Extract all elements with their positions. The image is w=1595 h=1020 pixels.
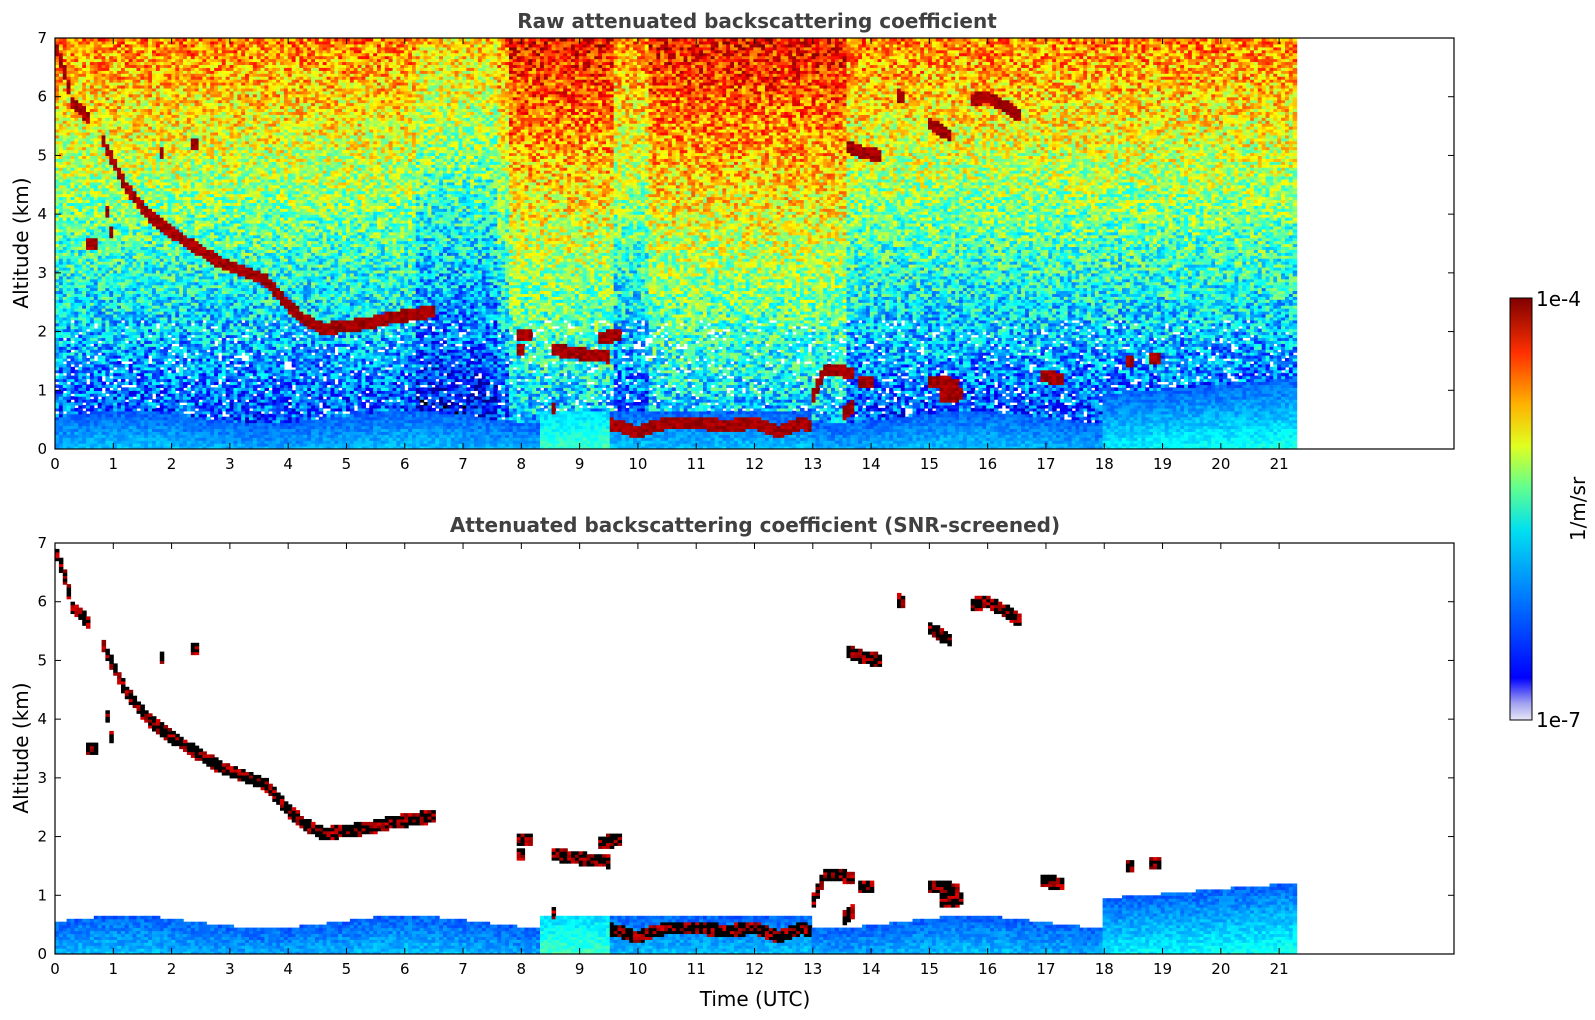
heatmap-cell <box>74 337 78 341</box>
panel-raw: Raw attenuated backscattering coefficien… <box>9 9 1454 473</box>
heatmap-cell <box>67 384 71 388</box>
heatmap-cell <box>55 414 59 418</box>
heatmap-cell <box>67 361 71 365</box>
heatmap-cell <box>71 323 75 327</box>
heatmap-cell <box>71 402 75 406</box>
figure: Raw attenuated backscattering coefficien… <box>0 0 1595 1020</box>
heatmap-cell <box>55 376 59 380</box>
heatmap-cell <box>71 343 75 347</box>
panel-raw-title: Raw attenuated backscattering coefficien… <box>517 9 997 33</box>
heatmap-cell <box>71 396 75 400</box>
heatmap-cell <box>55 384 59 388</box>
heatmap-cell <box>71 367 75 371</box>
heatmap-cell <box>74 408 78 412</box>
panel-raw-heatmap <box>55 38 1297 450</box>
heatmap-cell <box>74 370 78 374</box>
heatmap-cell <box>71 376 75 380</box>
heatmap-cell <box>71 352 75 356</box>
heatmap-cell <box>55 390 59 394</box>
